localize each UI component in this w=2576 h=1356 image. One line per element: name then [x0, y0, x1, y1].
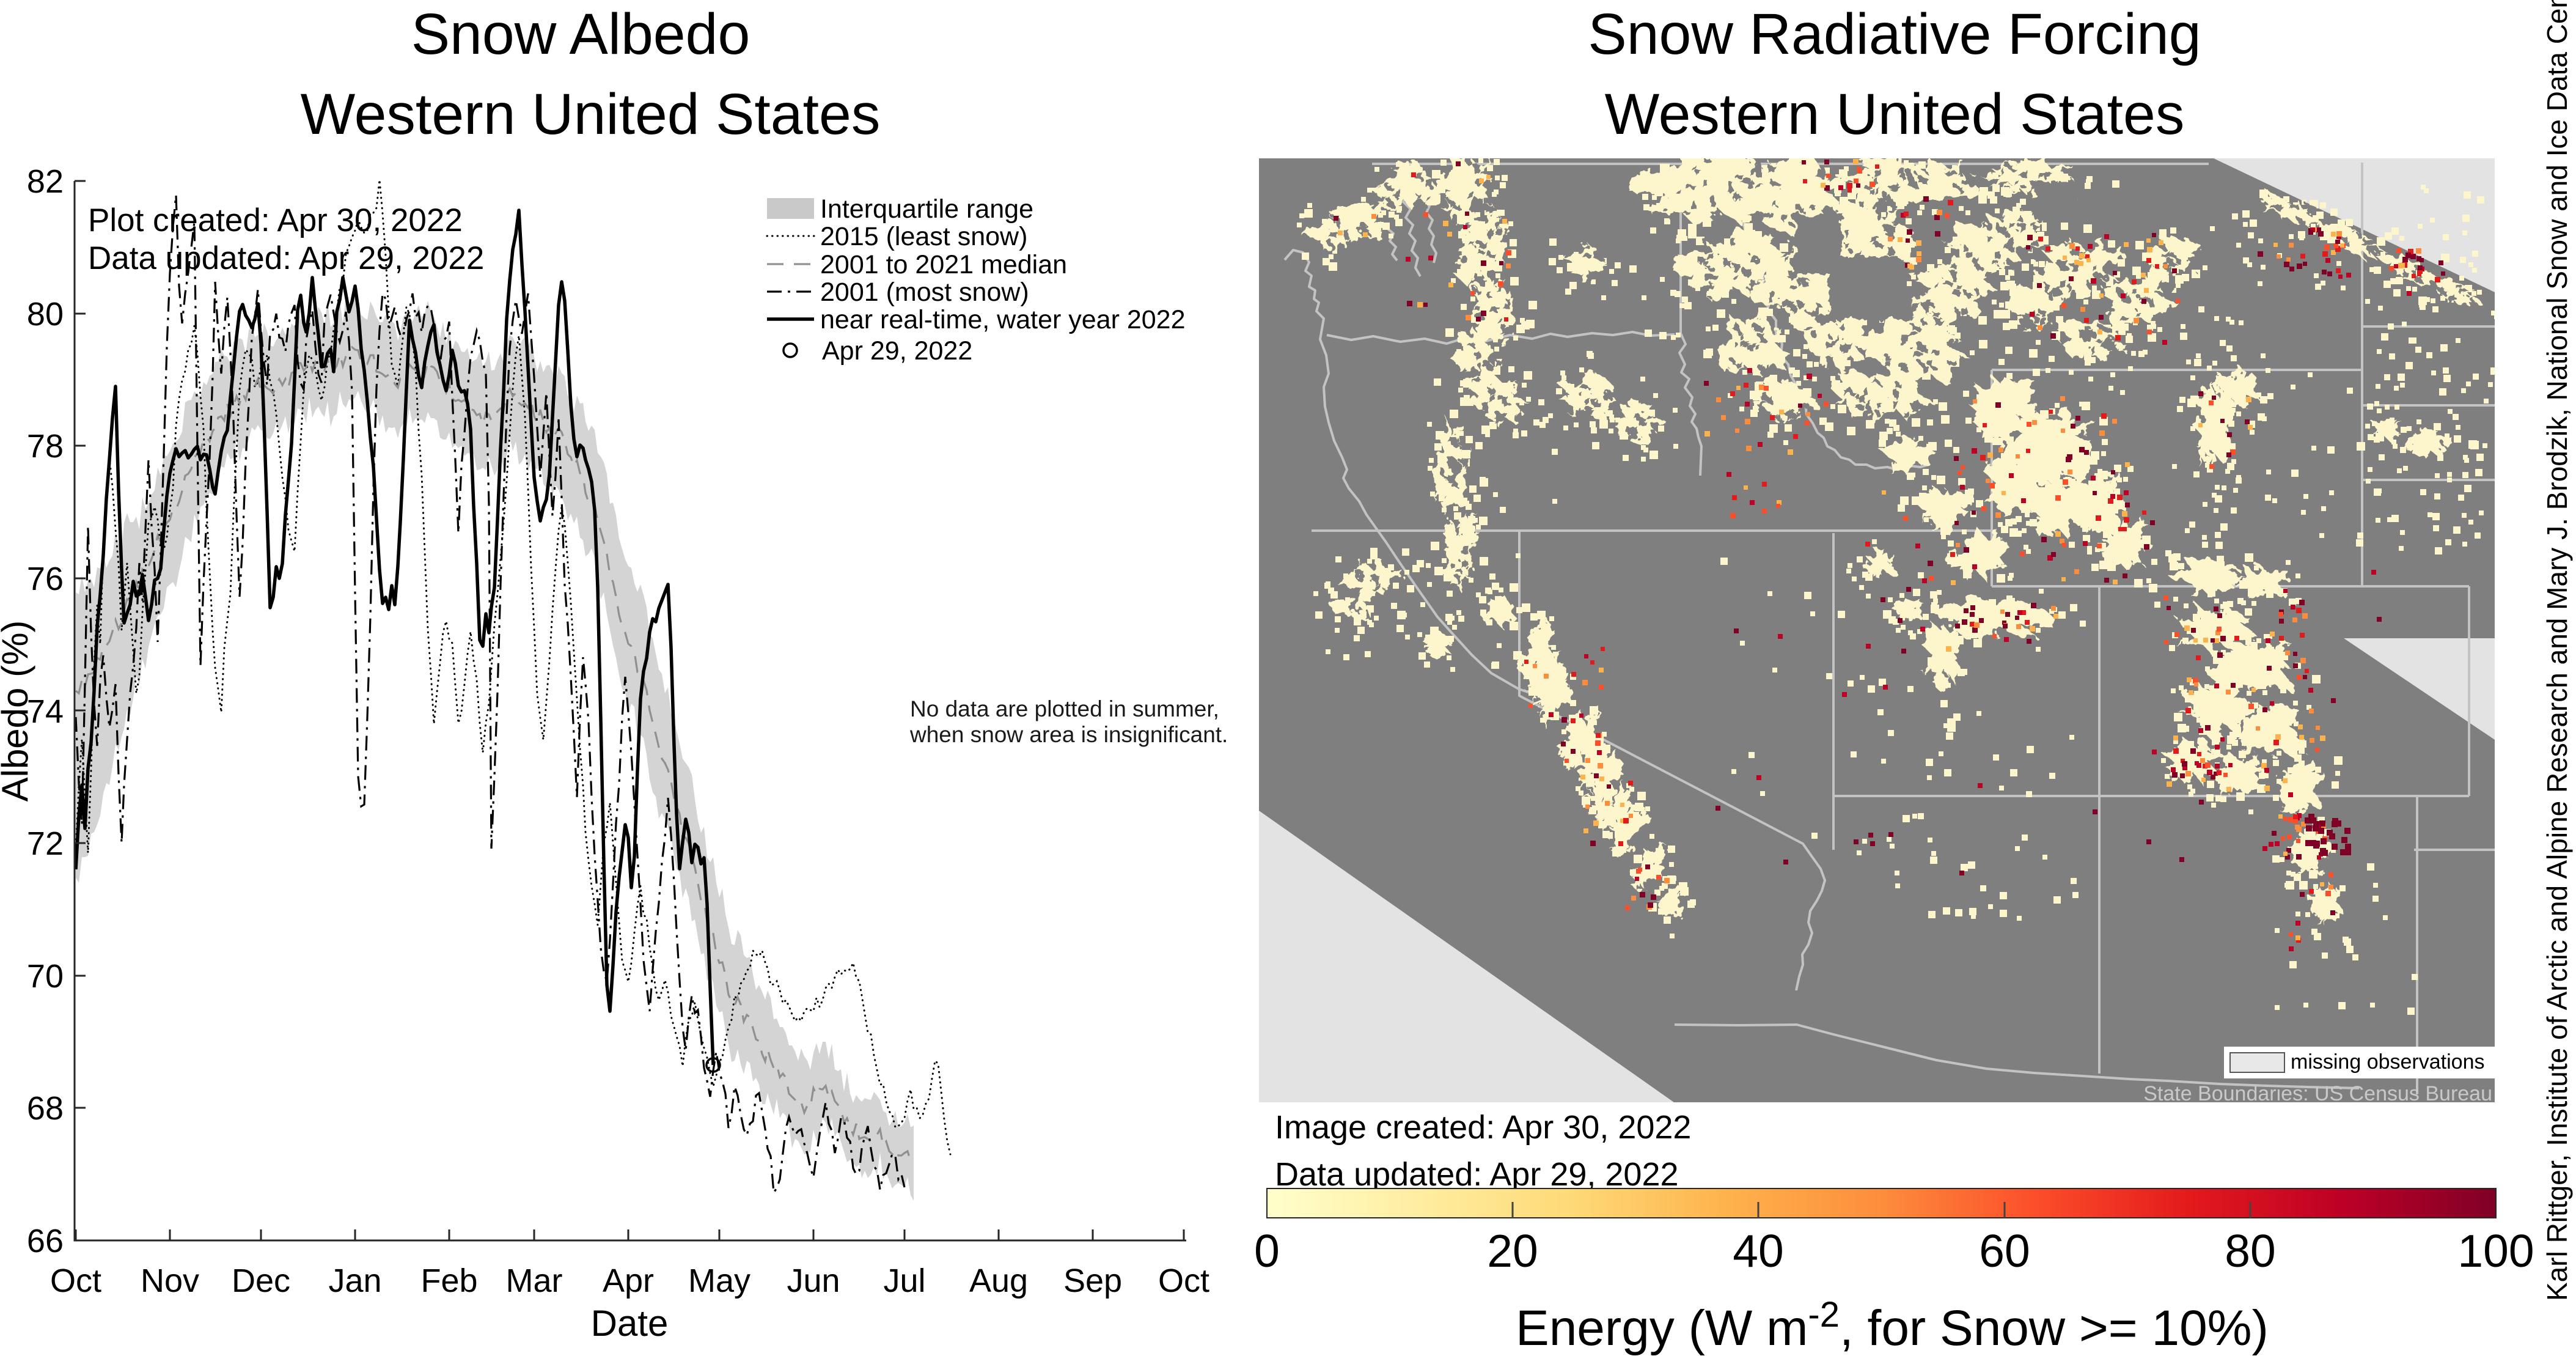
svg-text:Jul: Jul — [883, 1262, 925, 1299]
svg-text:76: 76 — [27, 561, 64, 597]
svg-text:68: 68 — [27, 1090, 64, 1127]
svg-text:70: 70 — [27, 958, 64, 995]
svg-text:State Boundaries: US Census Bu: State Boundaries: US Census Bureau — [2143, 1082, 2492, 1105]
svg-text:Data updated: Apr 29, 2022: Data updated: Apr 29, 2022 — [88, 240, 484, 276]
svg-text:0: 0 — [1254, 1225, 1280, 1277]
svg-text:Data updated: Apr 29, 2022: Data updated: Apr 29, 2022 — [1275, 1156, 1679, 1193]
svg-text:20: 20 — [1487, 1225, 1538, 1277]
svg-text:Apr 29, 2022: Apr 29, 2022 — [822, 336, 972, 366]
svg-text:May: May — [688, 1262, 750, 1299]
svg-text:82: 82 — [27, 163, 64, 200]
svg-text:Nov: Nov — [141, 1262, 199, 1299]
svg-text:Feb: Feb — [420, 1262, 477, 1299]
svg-text:Jan: Jan — [328, 1262, 381, 1299]
svg-text:Apr: Apr — [603, 1262, 654, 1299]
svg-text:Oct: Oct — [50, 1262, 101, 1299]
svg-text:near real-time, water year 202: near real-time, water year 2022 — [820, 305, 1186, 334]
svg-text:66: 66 — [27, 1223, 64, 1259]
svg-text:No data are plotted in summer,: No data are plotted in summer, — [910, 696, 1219, 721]
svg-text:80: 80 — [27, 296, 64, 333]
svg-text:Karl Rittger, Institute of Arc: Karl Rittger, Institute of Arctic and Al… — [2541, 0, 2573, 1301]
svg-text:Snow Albedo: Snow Albedo — [411, 2, 750, 67]
svg-text:Date: Date — [591, 1303, 669, 1344]
svg-text:40: 40 — [1733, 1225, 1783, 1277]
svg-text:when snow area is insignifican: when snow area is insignificant. — [909, 722, 1228, 747]
svg-text:74: 74 — [27, 693, 64, 730]
svg-text:Oct: Oct — [1158, 1262, 1209, 1299]
svg-text:Western United States: Western United States — [301, 82, 881, 147]
svg-text:Albedo (%): Albedo (%) — [0, 621, 35, 802]
svg-text:2001 to 2021 median: 2001 to 2021 median — [820, 250, 1067, 279]
svg-text:Sep: Sep — [1063, 1262, 1122, 1299]
svg-text:Western United States: Western United States — [1605, 82, 2185, 147]
svg-text:2001 (most snow): 2001 (most snow) — [820, 278, 1029, 307]
svg-text:2015 (least snow): 2015 (least snow) — [820, 222, 1027, 251]
svg-text:Aug: Aug — [969, 1262, 1028, 1299]
svg-text:Dec: Dec — [232, 1262, 290, 1299]
svg-text:100: 100 — [2457, 1225, 2534, 1277]
svg-text:Snow Radiative Forcing: Snow Radiative Forcing — [1588, 2, 2201, 67]
svg-text:Mar: Mar — [506, 1262, 563, 1299]
svg-text:60: 60 — [1979, 1225, 2030, 1277]
svg-text:72: 72 — [27, 825, 64, 862]
svg-text:80: 80 — [2225, 1225, 2275, 1277]
svg-text:Image created: Apr 30, 2022: Image created: Apr 30, 2022 — [1275, 1109, 1691, 1146]
svg-text:78: 78 — [27, 428, 64, 465]
svg-text:Energy (W m-2, for Snow >= 10%: Energy (W m-2, for Snow >= 10%) — [1516, 1295, 2269, 1356]
svg-text:Jun: Jun — [787, 1262, 840, 1299]
svg-text:missing observations: missing observations — [2291, 1050, 2484, 1074]
svg-text:Plot created: Apr 30, 2022: Plot created: Apr 30, 2022 — [88, 202, 463, 238]
svg-text:Interquartile range: Interquartile range — [820, 194, 1033, 224]
